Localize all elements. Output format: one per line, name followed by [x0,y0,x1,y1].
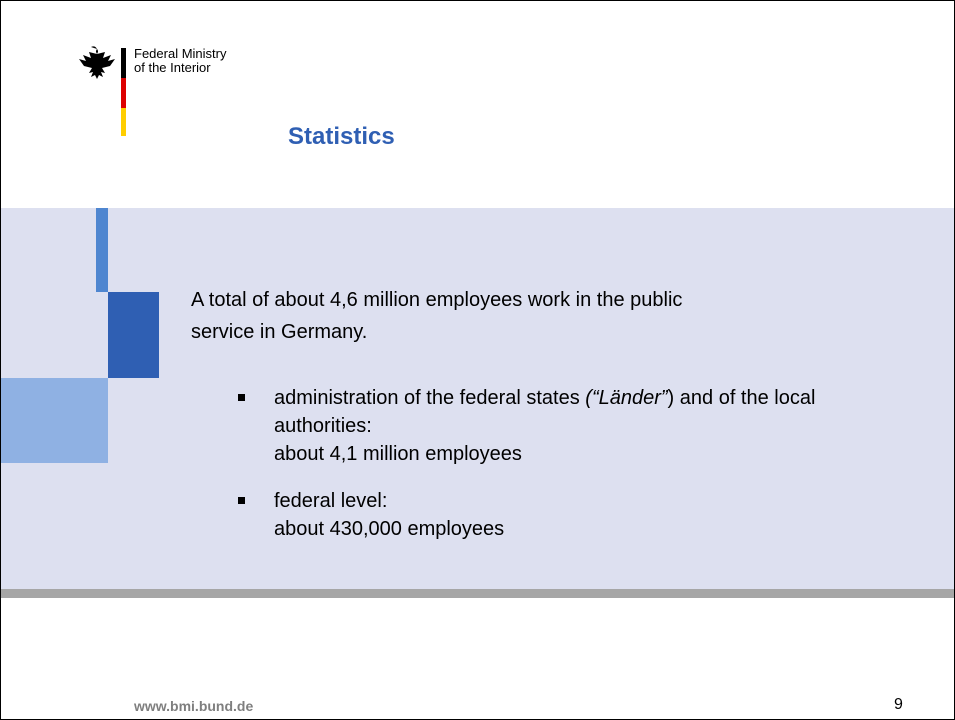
org-line: Federal Ministry [134,46,227,61]
footer-rule [1,589,954,598]
text: federal level: [274,490,388,512]
organization: Federal Ministry of the Interior [134,47,226,75]
intro: A total of about 4,6 million employees w… [191,289,683,343]
text: administration of the federal states [274,387,586,409]
slide-title: Statistics [288,123,395,150]
bullet-detail: about 4,1 million employees [274,443,522,465]
text-italic: (“Länder” [585,387,668,409]
bullet-detail: about 430,000 employees [274,518,505,540]
content-band [1,208,954,589]
bullet-text: federal level: [274,487,924,515]
bullet-text: administration of the federal states (“L… [274,384,914,440]
flag-gold [121,108,126,136]
flag-red [121,78,126,108]
footer-url: www.bmi.bund.de [134,698,254,714]
deco-square [1,378,108,463]
logo [79,46,126,136]
bullet: administration of the federal states (“L… [238,384,924,468]
deco-square [108,292,159,378]
bullet-marker [238,394,245,401]
eagle [79,46,115,79]
flag-black [121,48,126,78]
bullet-marker [238,497,245,504]
deco-bar [96,208,108,292]
bullet: federal level: about 430,000 employees [238,487,924,543]
org-line: of the Interior [134,60,211,75]
page-number: 9 [894,696,903,713]
text: ) and of the local authorities: [274,387,816,437]
